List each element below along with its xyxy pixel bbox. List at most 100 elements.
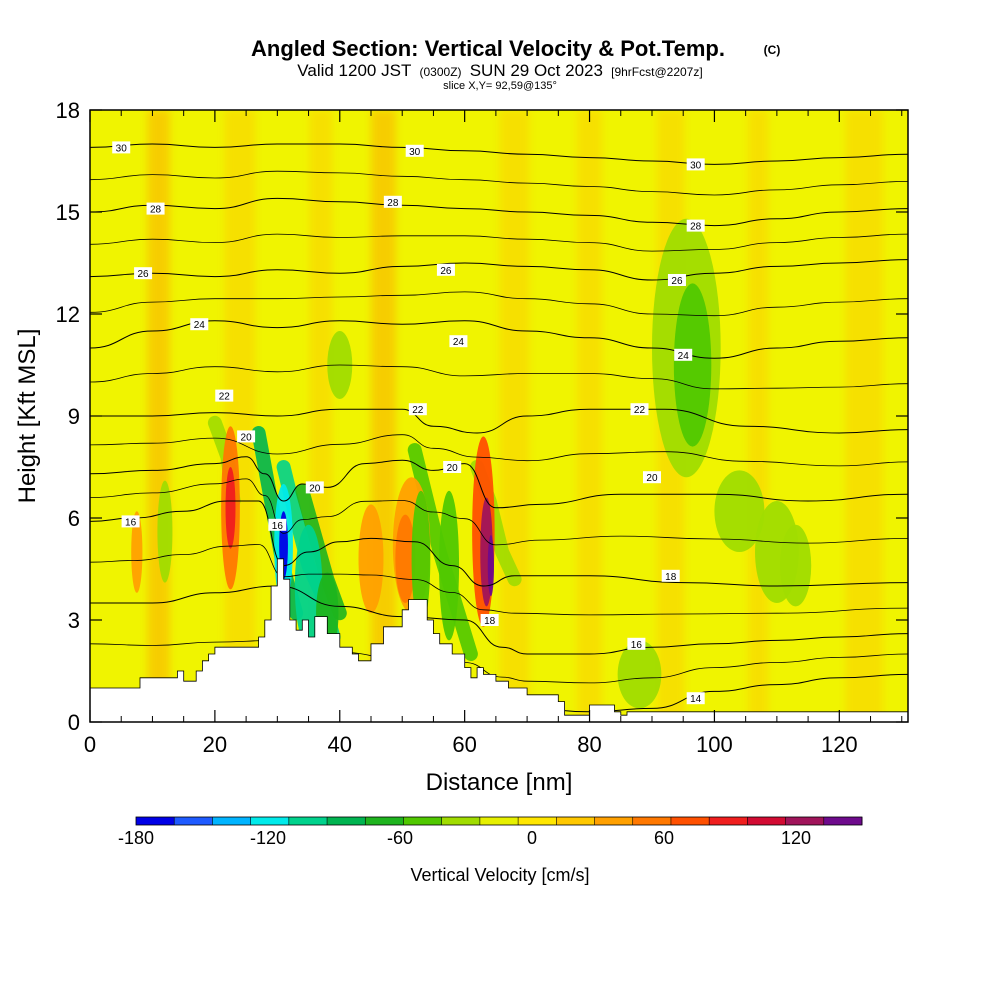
potential-temperature-contours [90, 143, 908, 713]
colorbar-label: Vertical Velocity [cm/s] [410, 865, 589, 885]
contour-label: 20 [642, 471, 661, 484]
x-tick-label: 100 [696, 732, 733, 757]
theta-contour-minor [90, 478, 908, 546]
x-tick-label: 60 [452, 732, 476, 757]
colorbar-tick-label: -60 [387, 828, 413, 848]
x-tick-label: 80 [577, 732, 601, 757]
svg-text:26: 26 [138, 269, 150, 280]
colorbar-frame [135, 816, 863, 826]
svg-text:24: 24 [453, 337, 465, 348]
colorbar-tick-label: -180 [118, 828, 154, 848]
svg-text:20: 20 [241, 432, 253, 443]
contour-label: 22 [215, 389, 234, 403]
svg-text:18: 18 [665, 572, 677, 583]
contour-label: 16 [121, 515, 140, 528]
contour-label: 14 [686, 692, 705, 705]
velocity-cell [673, 283, 712, 447]
velocity-cell [395, 514, 416, 603]
velocity-cell [131, 511, 143, 593]
svg-text:14: 14 [690, 694, 702, 705]
terrain-profile [90, 558, 908, 722]
velocity-cell [411, 490, 431, 627]
colorbar-swatch [365, 817, 404, 825]
colorbar-swatch [174, 817, 213, 825]
svg-text:30: 30 [690, 160, 702, 171]
contour-label: 20 [237, 430, 256, 443]
contour-label: 18 [480, 614, 499, 627]
x-tick-label: 20 [203, 732, 227, 757]
y-tick-label: 15 [56, 200, 80, 225]
velocity-stripe [577, 110, 603, 722]
svg-text:22: 22 [634, 405, 646, 416]
x-tick-label: 120 [821, 732, 858, 757]
theta-contour-minor [90, 170, 908, 196]
contour-label: 30 [686, 158, 705, 171]
velocity-cell [714, 470, 765, 552]
velocity-cell [617, 640, 662, 709]
x-tick-label: 40 [328, 732, 352, 757]
y-tick-label: 0 [68, 710, 80, 735]
theta-contour [90, 320, 908, 359]
colorbar-swatch [288, 817, 328, 825]
y-tick-label: 12 [56, 302, 80, 327]
svg-text:28: 28 [387, 198, 399, 209]
theta-contour-minor [90, 364, 908, 390]
theta-contour [90, 408, 908, 434]
colorbar-swatch [212, 817, 252, 825]
colorbar-swatch [327, 817, 366, 825]
theta-contour [90, 259, 908, 281]
y-tick-label: 3 [68, 608, 80, 633]
velocity-cell [225, 467, 236, 549]
contour-label: 30 [405, 144, 424, 158]
colorbar-swatch [632, 817, 672, 825]
theta-contour-minor [90, 291, 908, 317]
theta-contour-minor [90, 639, 908, 684]
theta-contour-minor [90, 434, 908, 467]
colorbar-swatch [747, 817, 787, 825]
colorbar-swatch [823, 817, 863, 825]
subtitle-valid: Valid 1200 JST [297, 61, 411, 80]
contour-label: 16 [627, 637, 646, 651]
velocity-stripe [370, 110, 396, 722]
velocity-stripe [224, 110, 256, 722]
svg-text:20: 20 [309, 483, 321, 494]
svg-text:28: 28 [690, 222, 702, 233]
subtitle-forecast: [9hrFcst@2207z] [611, 65, 703, 79]
colorbar-swatch [709, 817, 748, 825]
theta-contour [90, 197, 908, 227]
y-tick-label: 18 [56, 98, 80, 123]
colorbar-swatch [479, 817, 519, 825]
velocity-stripe [748, 110, 769, 722]
plot-area: 30 30 30 28 28 28 26 26 26 24 24 24 22 22 22 20 20 20 20 16… [89, 109, 909, 723]
colorbar-swatch [556, 817, 596, 825]
svg-text:28: 28 [150, 205, 162, 216]
axes: 0 20 40 60 80 100 120 0 3 6 9 12 15 18 [56, 98, 908, 757]
y-tick-label: 6 [68, 506, 80, 531]
svg-text:30: 30 [116, 143, 128, 154]
contour-label: 30 [112, 141, 131, 154]
theta-contour [90, 456, 908, 509]
contour-label: 22 [630, 403, 649, 416]
theta-contour [90, 585, 908, 655]
colorbar-swatch [785, 817, 825, 825]
velocity-cell [358, 504, 384, 614]
slice-label: slice X,Y= 92,59@135° [443, 80, 557, 92]
chart-title: Angled Section: Vertical Velocity & Pot.… [251, 36, 725, 61]
x-tick-label: 0 [84, 732, 96, 757]
svg-text:30: 30 [409, 147, 421, 158]
colorbar-tick-label: 120 [781, 828, 811, 848]
contour-label: 26 [667, 274, 686, 287]
subtitle-zulu: (0300Z) [420, 65, 462, 79]
y-axis-label: Height [Kft MSL] [14, 329, 41, 504]
contour-label: 20 [305, 481, 324, 494]
colorbar-tick-label: -120 [250, 828, 286, 848]
contour-label: 24 [449, 335, 468, 348]
colorbar-swatch [250, 817, 290, 825]
svg-text:20: 20 [447, 463, 459, 474]
velocity-cell [157, 480, 173, 583]
y-tick-label: 9 [68, 404, 80, 429]
velocity-cell [779, 524, 812, 607]
contour-label: 20 [443, 461, 462, 474]
svg-text:20: 20 [646, 473, 658, 484]
colorbar-swatch [441, 817, 481, 825]
